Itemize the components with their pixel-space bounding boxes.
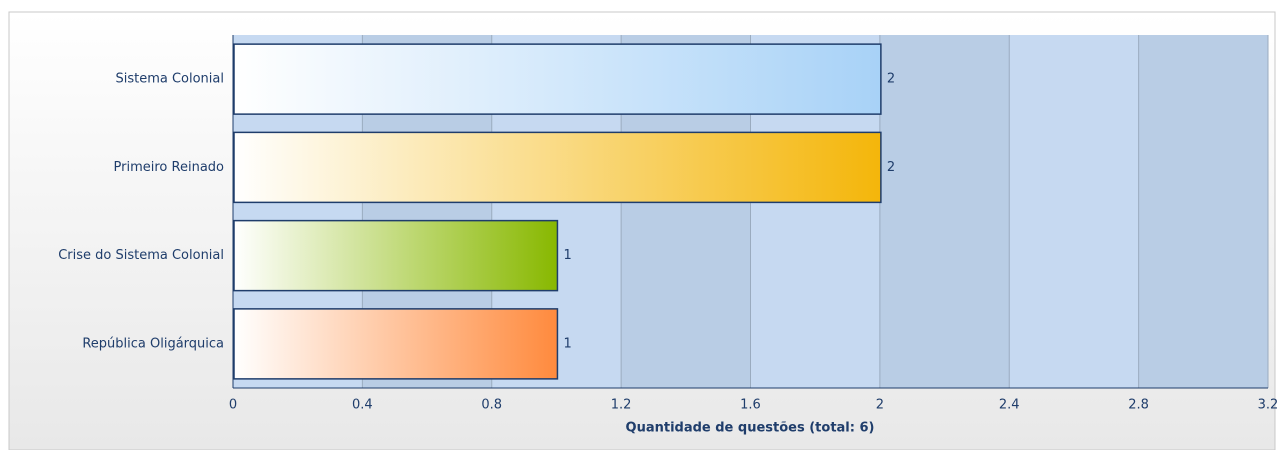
- x-axis-label: Quantidade de questões (total: 6): [626, 421, 875, 436]
- y-tick-label: Crise do Sistema Colonial: [58, 248, 224, 263]
- bar: [233, 308, 559, 380]
- x-tick-label: 2.4: [999, 398, 1020, 413]
- x-tick-label: 3.2: [1258, 398, 1279, 413]
- value-label: 1: [563, 336, 571, 351]
- x-tick-label: 1.2: [611, 398, 632, 413]
- x-tick-label: 0: [229, 398, 237, 413]
- grid-band: [1138, 35, 1268, 388]
- value-label: 2: [887, 160, 895, 175]
- value-label: 2: [887, 72, 895, 87]
- bar: [233, 43, 882, 115]
- x-tick-label: 1.6: [740, 398, 761, 413]
- y-tick-label: República Oligárquica: [82, 336, 224, 351]
- x-tick-label: 2.8: [1128, 398, 1149, 413]
- y-tick-label: Sistema Colonial: [115, 72, 224, 87]
- x-tick-label: 0.4: [352, 398, 373, 413]
- x-tick-label: 0.8: [481, 398, 502, 413]
- grid-band: [879, 35, 1010, 388]
- grid-band: [1009, 35, 1139, 388]
- bar: [233, 131, 882, 204]
- y-tick-label: Primeiro Reinado: [114, 160, 225, 175]
- bar: [233, 219, 559, 292]
- value-label: 1: [563, 248, 571, 263]
- x-tick-label: 2: [876, 398, 884, 413]
